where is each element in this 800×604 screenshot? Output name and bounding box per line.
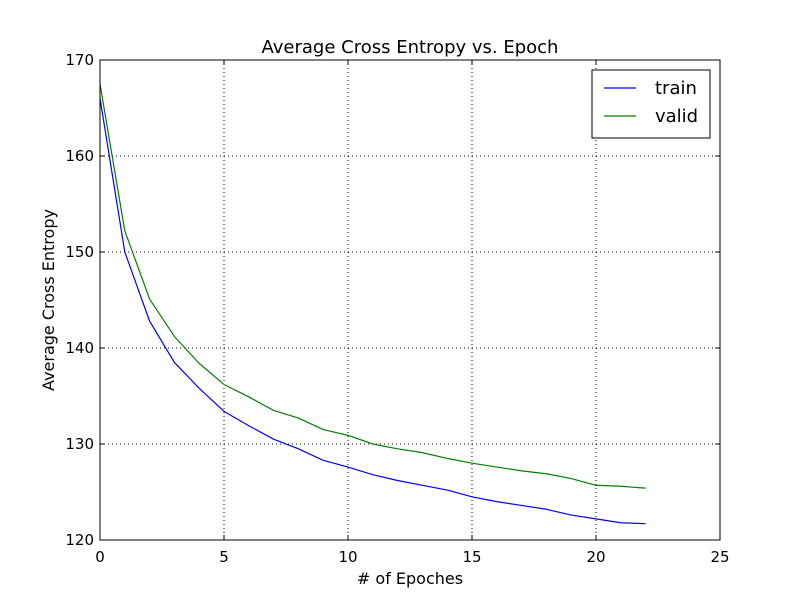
ticks: 0 5 10 15 20 25 120 130 140 150 160 170: [65, 51, 729, 566]
x-axis-label: # of Epoches: [357, 569, 463, 588]
plot-frame: [99, 59, 721, 541]
grid: [100, 60, 720, 540]
legend-box: [591, 69, 711, 139]
y-tick-label: 120: [65, 531, 94, 549]
x-tick-label: 25: [710, 548, 729, 566]
legend-label-train: train: [655, 78, 697, 99]
x-tick-label: 20: [586, 548, 605, 566]
y-tick-label: 170: [65, 51, 94, 69]
x-tick-label: 0: [95, 548, 105, 566]
series-line-valid: [99, 83, 646, 489]
y-tick-label: 140: [65, 339, 94, 357]
x-tick-label: 10: [338, 548, 357, 566]
legend-label-valid: valid: [655, 106, 698, 127]
series-layer: [99, 83, 646, 525]
y-tick-label: 130: [65, 435, 94, 453]
chart-title: Average Cross Entropy vs. Epoch: [262, 37, 559, 58]
x-tick-label: 5: [219, 548, 229, 566]
y-tick-label: 160: [65, 147, 94, 165]
y-axis-label: Average Cross Entropy: [39, 209, 58, 391]
y-tick-label: 150: [65, 243, 94, 261]
legend: train valid: [591, 69, 711, 139]
series-line-train: [99, 98, 646, 525]
x-tick-label: 15: [462, 548, 481, 566]
